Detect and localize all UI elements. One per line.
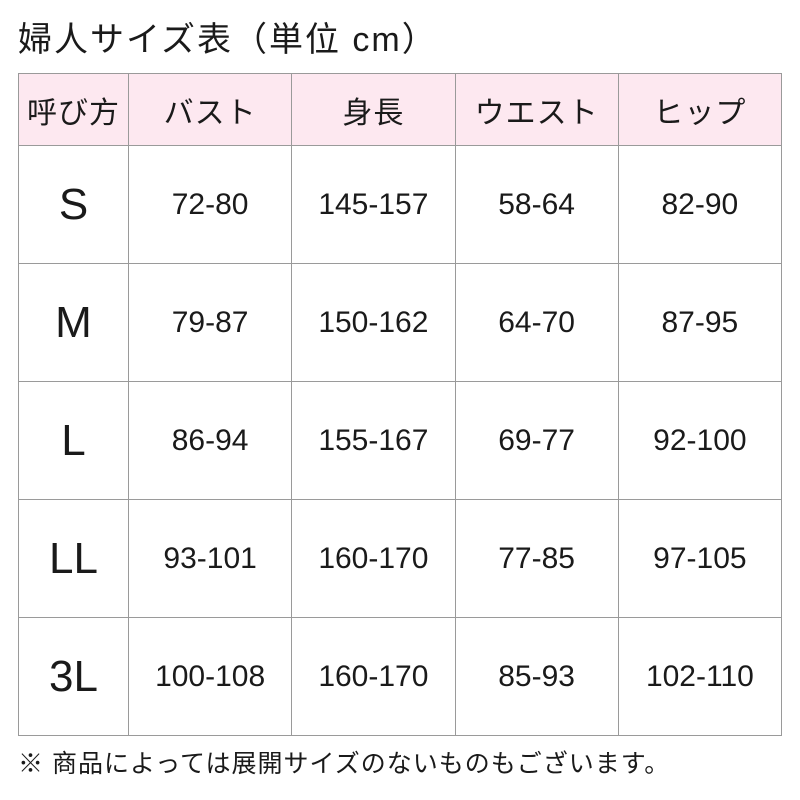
- table-row: 3L 100-108 160-170 85-93 102-110: [19, 618, 782, 736]
- size-label: L: [61, 416, 85, 465]
- col-header-bust: バスト: [129, 74, 292, 146]
- cell-value: 97-105: [653, 542, 746, 575]
- col-header-waist: ウエスト: [455, 74, 618, 146]
- page-title: 婦人サイズ表（単位 cm）: [18, 12, 782, 61]
- cell-value: 82-90: [662, 188, 739, 221]
- cell-value: 100-108: [155, 660, 265, 693]
- cell-value: 155-167: [318, 424, 428, 457]
- footnote: ※ 商品によっては展開サイズのないものもございます。: [18, 744, 782, 780]
- cell-value: 86-94: [172, 424, 249, 457]
- size-label: LL: [49, 534, 98, 583]
- cell-value: 58-64: [498, 188, 575, 221]
- col-header-size: 呼び方: [19, 74, 129, 146]
- cell-value: 72-80: [172, 188, 249, 221]
- table-row: L 86-94 155-167 69-77 92-100: [19, 382, 782, 500]
- cell-value: 87-95: [662, 306, 739, 339]
- cell-value: 145-157: [318, 188, 428, 221]
- cell-value: 93-101: [163, 542, 256, 575]
- cell-value: 64-70: [498, 306, 575, 339]
- table-row: M 79-87 150-162 64-70 87-95: [19, 264, 782, 382]
- cell-value: 79-87: [172, 306, 249, 339]
- cell-value: 160-170: [318, 542, 428, 575]
- col-header-height: 身長: [292, 74, 455, 146]
- size-label: 3L: [49, 652, 98, 701]
- table-row: LL 93-101 160-170 77-85 97-105: [19, 500, 782, 618]
- cell-value: 160-170: [318, 660, 428, 693]
- cell-value: 92-100: [653, 424, 746, 457]
- cell-value: 85-93: [498, 660, 575, 693]
- col-header-hip: ヒップ: [618, 74, 781, 146]
- cell-value: 150-162: [318, 306, 428, 339]
- size-table: 呼び方 バスト 身長 ウエスト ヒップ S 72-80 145-157 58-6…: [18, 73, 782, 736]
- cell-value: 69-77: [498, 424, 575, 457]
- table-header-row: 呼び方 バスト 身長 ウエスト ヒップ: [19, 74, 782, 146]
- size-label: M: [55, 298, 92, 347]
- size-label: S: [59, 180, 88, 229]
- cell-value: 77-85: [498, 542, 575, 575]
- table-row: S 72-80 145-157 58-64 82-90: [19, 146, 782, 264]
- cell-value: 102-110: [646, 660, 754, 693]
